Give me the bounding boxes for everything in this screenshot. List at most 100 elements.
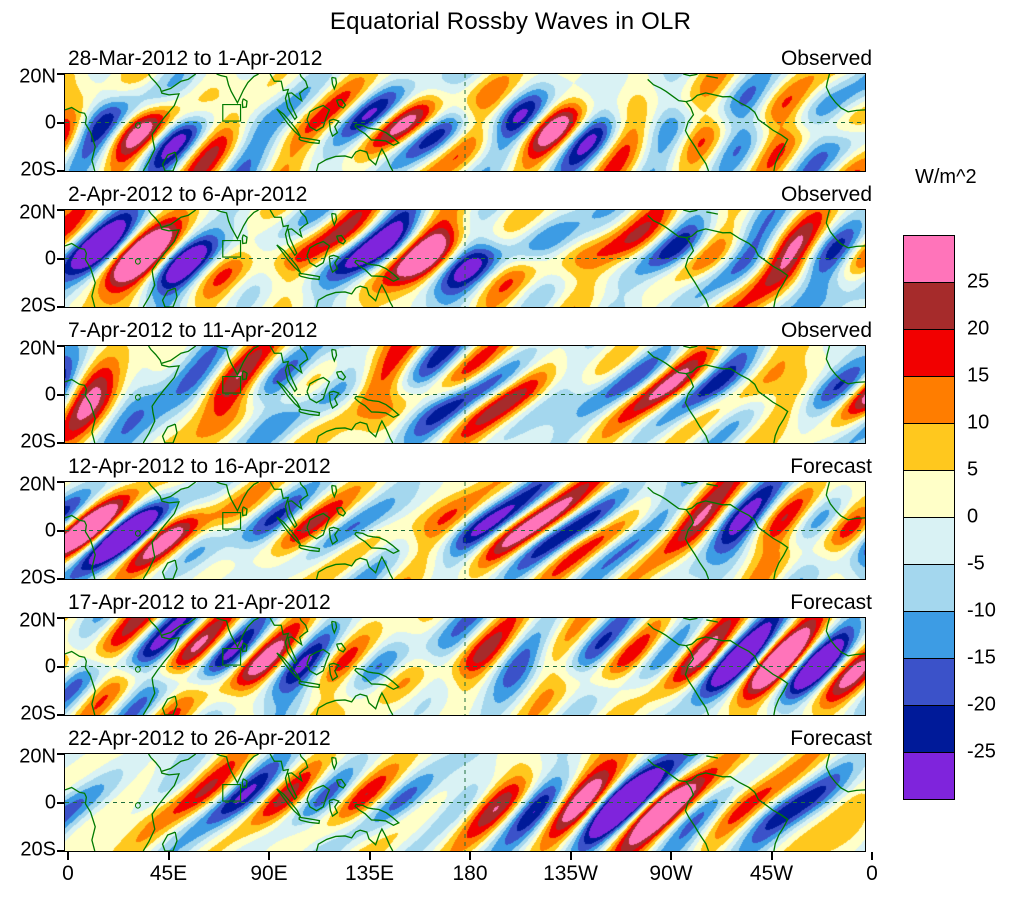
x-tick-45w: 45W [749, 862, 794, 885]
map-panel-5 [57, 617, 866, 716]
coastline-overlay-1 [65, 74, 865, 171]
y-tickmark [57, 714, 64, 716]
colorbar-segment-0 [904, 236, 954, 282]
y-tick-0: 0 [44, 519, 56, 541]
y-tick-20n: 20N [19, 609, 56, 632]
map-panel-3 [57, 345, 866, 444]
panel-6-source-label: Forecast [790, 727, 872, 750]
colorbar-segment-8 [904, 611, 954, 658]
coastline-overlay-6 [65, 754, 865, 851]
panel-2-source-label: Observed [780, 183, 872, 206]
colorbar-unit-label: W/m^2 [915, 166, 977, 188]
panel-5-date-range: 17-Apr-2012 to 21-Apr-2012 [68, 591, 331, 614]
cb-label-20: 20 [967, 317, 990, 340]
panel-5: 17-Apr-2012 to 21-Apr-2012 Forecast 20N … [4, 591, 1021, 725]
y-tick-20n: 20N [19, 337, 56, 360]
cb-label-m15: -15 [967, 646, 996, 669]
y-tickmark [57, 73, 64, 75]
x-tick-90e: 90E [250, 862, 288, 885]
y-tick-0: 0 [44, 655, 56, 677]
panel-2-y-axis: 20N 0 20S [4, 201, 64, 316]
panel-3-date-range: 7-Apr-2012 to 11-Apr-2012 [68, 319, 318, 342]
colorbar: W/m^2 25 20 15 10 5 0 -5 -10 -15 -20 -25 [903, 166, 1021, 800]
colorbar-segment-3 [904, 376, 954, 423]
cb-label-m20: -20 [967, 693, 996, 716]
coastline-overlay-3 [65, 346, 865, 443]
coastline-overlay-2 [65, 210, 865, 307]
panel-2: 2-Apr-2012 to 6-Apr-2012 Observed 20N 0 … [4, 183, 1021, 317]
y-tick-20s: 20S [20, 838, 56, 861]
x-tick-90w: 90W [649, 862, 693, 885]
panel-3-source-label: Observed [780, 319, 872, 342]
y-tickmark [57, 170, 64, 172]
map-panel-2 [57, 209, 866, 308]
colorbar-segment-6 [904, 517, 954, 564]
y-tick-20s: 20S [20, 566, 56, 589]
cb-label-5: 5 [967, 458, 979, 481]
colorbar-segment-4 [904, 423, 954, 470]
y-tickmark [57, 801, 64, 804]
figure-title: Equatorial Rossby Waves in OLR [329, 8, 692, 35]
y-tick-0: 0 [44, 791, 56, 813]
x-tick-135w: 135W [543, 862, 598, 885]
y-tick-0: 0 [44, 247, 56, 269]
colorbar-segment-10 [904, 705, 954, 752]
y-tick-20n: 20N [19, 745, 56, 768]
y-tickmark [57, 345, 64, 347]
panel-6-date-range: 22-Apr-2012 to 26-Apr-2012 [68, 727, 331, 750]
y-tickmark [57, 393, 64, 396]
y-tick-20n: 20N [19, 473, 56, 496]
map-panel-1 [57, 73, 866, 172]
map-panel-4 [57, 481, 866, 580]
cb-label-15: 15 [967, 364, 990, 387]
y-tick-20s: 20S [20, 430, 56, 453]
y-tickmark [57, 306, 64, 308]
y-tickmark [57, 209, 64, 211]
x-tick-135e: 135E [344, 862, 395, 885]
panel-1-y-axis: 20N 0 20S [4, 65, 64, 180]
panel-1-source-label: Observed [780, 47, 872, 70]
colorbar-segment-2 [904, 329, 954, 376]
coastline-overlay-5 [65, 618, 865, 715]
colorbar-segment-11 [904, 752, 954, 799]
coastline-overlay-4 [65, 482, 865, 579]
panel-2-date-range: 2-Apr-2012 to 6-Apr-2012 [68, 183, 308, 206]
cb-label-m10: -10 [967, 599, 996, 622]
colorbar-segments [903, 235, 955, 800]
y-tickmark [57, 442, 64, 444]
y-tick-20n: 20N [19, 201, 56, 224]
panel-4-date-range: 12-Apr-2012 to 16-Apr-2012 [68, 455, 331, 478]
y-tickmark [57, 257, 64, 260]
cb-label-0: 0 [967, 505, 979, 528]
y-tickmark [57, 121, 64, 124]
panel-4: 12-Apr-2012 to 16-Apr-2012 Forecast 20N … [4, 455, 1021, 589]
x-tick-180: 180 [452, 862, 488, 885]
colorbar-segment-1 [904, 282, 954, 329]
y-tickmark [57, 578, 64, 580]
x-tick-0-left: 0 [62, 862, 74, 885]
y-tick-0: 0 [44, 111, 56, 133]
panel-1: 28-Mar-2012 to 1-Apr-2012 Observed 20N 0… [4, 47, 1021, 181]
panel-5-y-axis: 20N 0 20S [4, 609, 64, 724]
y-tickmark [57, 753, 64, 755]
y-tick-20s: 20S [20, 702, 56, 725]
cb-label-25: 25 [967, 270, 990, 293]
cb-label-m25: -25 [967, 740, 996, 763]
y-tick-20n: 20N [19, 65, 56, 88]
panel-6: 22-Apr-2012 to 26-Apr-2012 Forecast 20N … [4, 727, 1021, 861]
y-tickmark [57, 481, 64, 483]
panel-1-date-range: 28-Mar-2012 to 1-Apr-2012 [68, 47, 323, 70]
panel-4-y-axis: 20N 0 20S [4, 473, 64, 588]
panel-5-source-label: Forecast [790, 591, 872, 614]
y-tickmark [57, 850, 64, 852]
cb-label-10: 10 [967, 411, 990, 434]
panel-6-y-axis: 20N 0 20S [4, 745, 64, 860]
cb-label-m5: -5 [967, 552, 985, 575]
y-tickmark [57, 529, 64, 532]
y-tick-20s: 20S [20, 158, 56, 181]
x-axis: 0 45E 90E 135E 180 135W 90W 45W 0 [62, 852, 878, 888]
colorbar-segment-7 [904, 564, 954, 611]
map-panel-6 [57, 753, 866, 852]
panel-3: 7-Apr-2012 to 11-Apr-2012 Observed 20N 0… [4, 319, 1021, 453]
y-tick-20s: 20S [20, 294, 56, 317]
